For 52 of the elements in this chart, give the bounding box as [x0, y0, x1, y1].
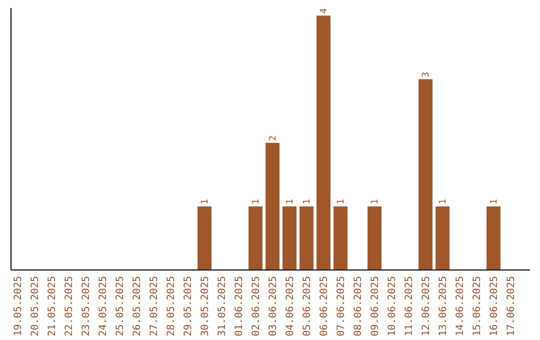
data-label: 1 — [200, 198, 210, 204]
data-label: 4 — [320, 8, 330, 14]
x-tick-label: 01.06.2025 — [234, 276, 245, 336]
bar — [266, 142, 280, 270]
x-tick-label: 30.05.2025 — [200, 276, 211, 336]
bar — [248, 206, 262, 270]
x-tick-label: 19.05.2025 — [13, 276, 24, 336]
bar — [198, 206, 212, 270]
x-tick-label: 05.06.2025 — [302, 276, 313, 336]
data-label: 1 — [286, 198, 296, 204]
x-tick-label: 26.05.2025 — [132, 276, 143, 336]
data-label: 1 — [302, 198, 312, 204]
x-tick-label: 15.06.2025 — [472, 276, 483, 336]
x-tick-label: 28.05.2025 — [166, 276, 177, 336]
x-tick-label: 16.06.2025 — [489, 276, 500, 336]
x-tick-label: 10.06.2025 — [387, 276, 398, 336]
bar — [300, 206, 314, 270]
x-tick-label: 25.05.2025 — [115, 276, 126, 336]
x-tick-label: 08.06.2025 — [353, 276, 364, 336]
data-label: 1 — [336, 198, 346, 204]
x-tick-label: 17.06.2025 — [506, 276, 517, 336]
x-tick-label: 09.06.2025 — [370, 276, 381, 336]
x-tick-label: 22.05.2025 — [64, 276, 75, 336]
x-tick-label: 29.05.2025 — [183, 276, 194, 336]
x-tick-label: 11.06.2025 — [404, 276, 415, 336]
x-tick-label: 14.06.2025 — [455, 276, 466, 336]
bar — [282, 206, 296, 270]
x-tick-label: 04.06.2025 — [285, 276, 296, 336]
x-tick-label: 21.05.2025 — [47, 276, 58, 336]
data-label: 1 — [438, 198, 448, 204]
x-tick-label: 13.06.2025 — [438, 276, 449, 336]
data-label: 3 — [422, 72, 432, 78]
x-tick-label: 03.06.2025 — [268, 276, 279, 336]
data-label: 1 — [252, 198, 262, 204]
bar — [334, 206, 348, 270]
x-tick-label: 20.05.2025 — [30, 276, 41, 336]
x-tick-label: 23.05.2025 — [81, 276, 92, 336]
data-label: 1 — [490, 198, 500, 204]
x-tick-label: 24.05.2025 — [98, 276, 109, 336]
bar — [436, 206, 450, 270]
bar — [316, 16, 330, 270]
x-tick-label: 07.06.2025 — [336, 276, 347, 336]
data-label: 2 — [268, 135, 278, 141]
x-tick-label: 27.05.2025 — [149, 276, 160, 336]
x-tick-label: 06.06.2025 — [319, 276, 330, 336]
data-label: 1 — [370, 198, 380, 204]
x-tick-label: 31.05.2025 — [217, 276, 228, 336]
x-tick-label: 02.06.2025 — [251, 276, 262, 336]
bar — [418, 79, 432, 270]
bar — [486, 206, 500, 270]
bar — [368, 206, 382, 270]
x-tick-label: 12.06.2025 — [421, 276, 432, 336]
